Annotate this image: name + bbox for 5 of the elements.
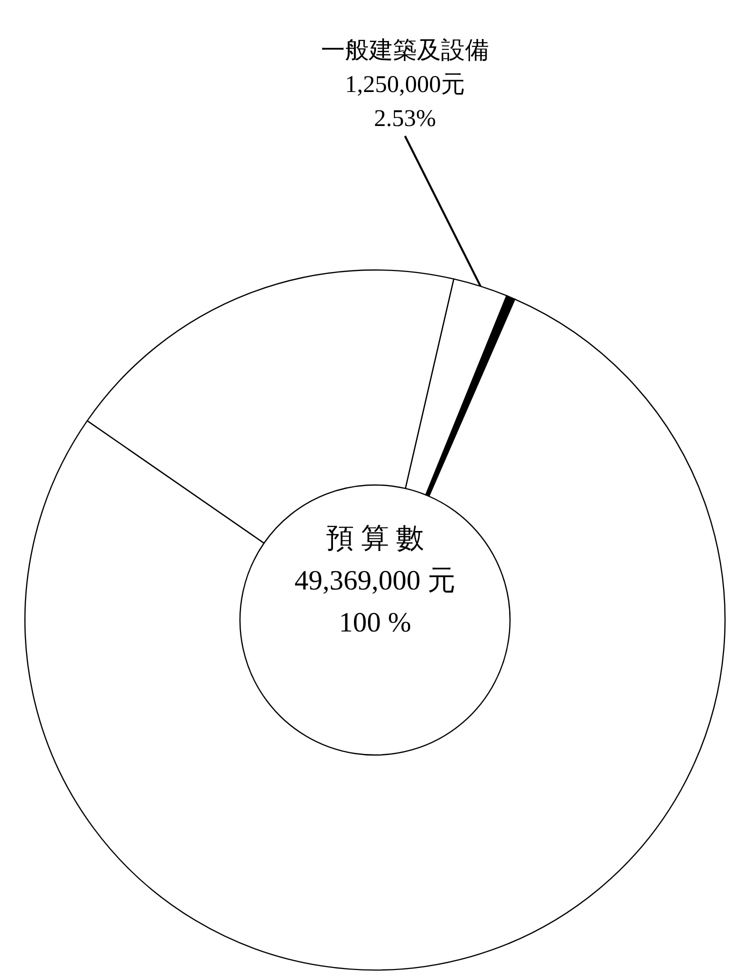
data-label: 1,250,000元 2.53% bbox=[345, 72, 465, 132]
text: 預 算 數 bbox=[326, 524, 424, 554]
text: 49,369,000 元 bbox=[294, 566, 456, 596]
slice-label: 一般建築及設備 bbox=[321, 38, 489, 64]
text: 100 % bbox=[338, 608, 412, 638]
